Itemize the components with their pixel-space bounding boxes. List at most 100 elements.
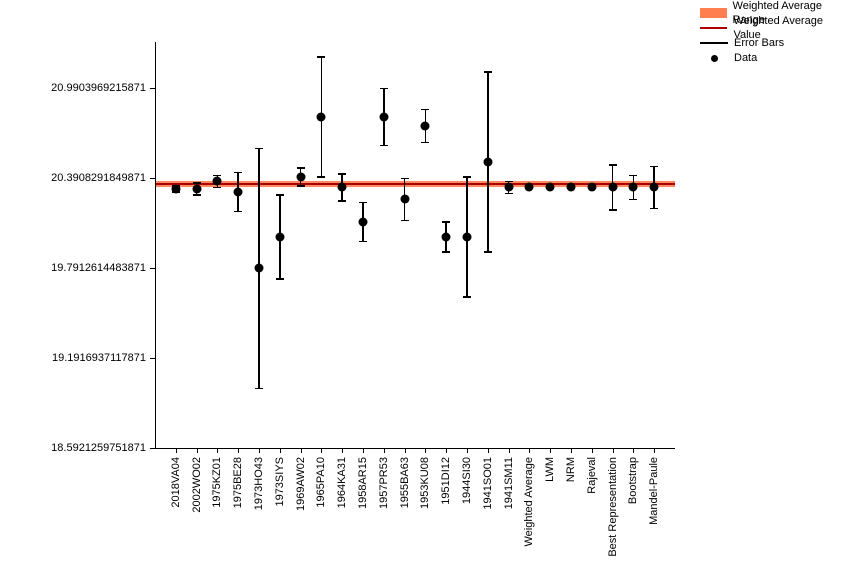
error-cap <box>484 71 492 73</box>
data-point <box>546 183 555 192</box>
x-tick <box>197 448 198 453</box>
x-tick <box>405 448 406 453</box>
y-tick <box>150 268 155 269</box>
error-cap <box>234 172 242 174</box>
x-tick-label: 1969AW02 <box>295 457 307 511</box>
x-tick <box>217 448 218 453</box>
error-cap <box>401 220 409 222</box>
legend-label: Data <box>734 51 757 65</box>
legend-swatch <box>700 27 727 29</box>
error-cap <box>401 178 409 180</box>
data-point <box>359 217 368 226</box>
data-point <box>255 264 264 273</box>
x-tick <box>446 448 447 453</box>
y-tick-label: 19.7912614483871 <box>0 262 146 274</box>
error-cap <box>484 251 492 253</box>
y-tick <box>150 178 155 179</box>
data-point <box>587 183 596 192</box>
error-cap <box>276 278 284 280</box>
error-cap <box>421 142 429 144</box>
legend-item: Data <box>700 51 851 65</box>
data-point <box>296 172 305 181</box>
x-tick-label: 2018VA04 <box>170 457 182 508</box>
error-cap <box>442 221 450 223</box>
error-cap <box>359 241 367 243</box>
data-point <box>483 157 492 166</box>
error-cap <box>255 388 263 390</box>
x-tick-label: Weighted Average <box>523 457 535 547</box>
x-axis <box>155 448 675 449</box>
data-point <box>463 232 472 241</box>
error-cap <box>380 145 388 147</box>
error-cap <box>463 176 471 178</box>
error-cap <box>505 193 513 195</box>
x-tick <box>301 448 302 453</box>
x-tick-label: 1941SO01 <box>482 457 494 510</box>
data-point <box>317 112 326 121</box>
y-tick-label: 20.9903969215871 <box>0 82 146 94</box>
data-point <box>171 184 180 193</box>
data-point <box>629 183 638 192</box>
error-cap <box>234 211 242 213</box>
y-axis <box>155 42 156 448</box>
x-tick-label: 2002WO02 <box>191 457 203 513</box>
error-cap <box>629 175 637 177</box>
data-point <box>192 184 201 193</box>
data-point <box>525 183 534 192</box>
x-tick-label: 1953KU08 <box>419 457 431 509</box>
data-point <box>338 183 347 192</box>
x-tick-label: 1958AR15 <box>357 457 369 509</box>
weighted-average-line <box>156 183 675 185</box>
data-point <box>442 232 451 241</box>
x-tick <box>259 448 260 453</box>
data-point <box>400 195 409 204</box>
y-tick-label: 18.5921259751871 <box>0 442 146 454</box>
x-tick-label: NRM <box>565 457 577 482</box>
legend-swatch <box>700 42 728 44</box>
y-tick <box>150 448 155 449</box>
x-tick-label: 1964KA31 <box>336 457 348 508</box>
error-cap <box>297 185 305 187</box>
legend-label: Error Bars <box>734 36 784 50</box>
error-cap <box>629 199 637 201</box>
x-tick <box>280 448 281 453</box>
x-tick <box>342 448 343 453</box>
x-tick <box>176 448 177 453</box>
x-tick <box>550 448 551 453</box>
x-tick <box>592 448 593 453</box>
legend-swatch <box>700 8 727 18</box>
x-tick <box>529 448 530 453</box>
data-point <box>421 121 430 130</box>
error-cap <box>338 200 346 202</box>
x-tick-label: 1965PA10 <box>315 457 327 508</box>
x-tick-label: 1957PR53 <box>378 457 390 509</box>
x-tick-label: 1951DI12 <box>440 457 452 505</box>
error-cap <box>463 296 471 298</box>
legend-item: Weighted Average Value <box>700 21 851 35</box>
error-cap <box>421 109 429 111</box>
error-cap <box>255 148 263 150</box>
error-cap <box>650 208 658 210</box>
data-point <box>504 183 513 192</box>
y-tick <box>150 358 155 359</box>
x-tick <box>509 448 510 453</box>
legend-swatch <box>700 55 728 62</box>
error-cap <box>317 56 325 58</box>
error-cap <box>609 164 617 166</box>
data-point <box>234 187 243 196</box>
data-point <box>379 112 388 121</box>
x-tick <box>654 448 655 453</box>
error-cap <box>193 194 201 196</box>
y-tick-label: 19.1916937117871 <box>0 352 146 364</box>
error-cap <box>359 202 367 204</box>
x-tick <box>467 448 468 453</box>
x-tick <box>425 448 426 453</box>
error-cap <box>297 167 305 169</box>
y-tick <box>150 88 155 89</box>
x-tick-label: Rajeval <box>586 457 598 494</box>
legend: Weighted Average RangeWeighted Average V… <box>700 6 851 66</box>
y-tick-label: 20.3908291849871 <box>0 172 146 184</box>
data-point <box>650 183 659 192</box>
error-cap <box>442 251 450 253</box>
x-tick-label: Mandel-Paule <box>648 457 660 525</box>
